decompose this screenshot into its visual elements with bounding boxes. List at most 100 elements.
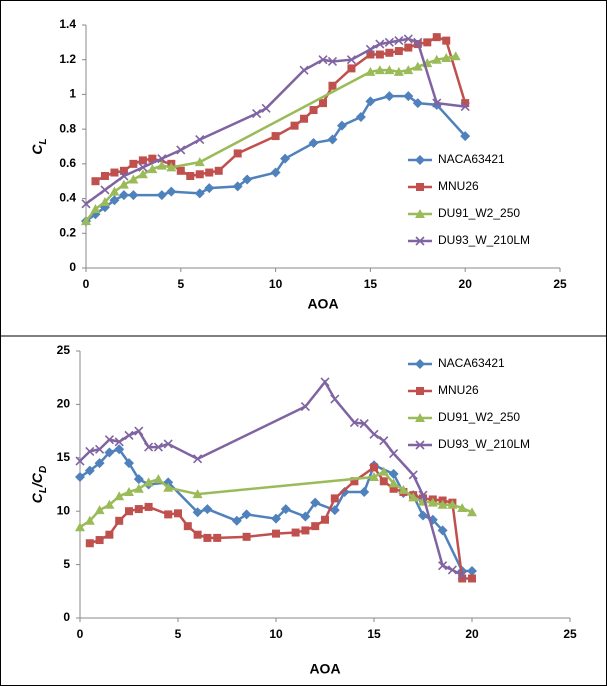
marker	[457, 502, 468, 512]
x-tick-label: 20	[465, 627, 479, 641]
marker	[95, 536, 104, 545]
legend-marker	[415, 413, 425, 422]
marker	[418, 490, 428, 500]
y-tick-label: 0.4	[59, 191, 76, 205]
marker	[75, 472, 85, 483]
marker	[437, 499, 448, 509]
legend-marker	[415, 440, 425, 450]
x-tick-label: 5	[175, 627, 182, 641]
marker	[408, 492, 419, 502]
marker	[369, 472, 379, 482]
marker	[176, 145, 186, 155]
marker	[214, 166, 223, 175]
marker	[100, 185, 110, 195]
marker	[114, 437, 124, 447]
marker	[467, 507, 477, 517]
marker	[301, 526, 310, 535]
marker	[389, 448, 399, 459]
marker	[110, 168, 119, 177]
marker	[261, 103, 271, 113]
marker	[192, 507, 203, 518]
x-tick-label: 0	[83, 277, 90, 291]
legend-label: MNU26	[438, 179, 479, 193]
marker	[164, 510, 173, 519]
marker	[163, 439, 173, 449]
marker	[460, 102, 470, 112]
marker	[156, 160, 167, 170]
marker	[271, 513, 281, 524]
marker	[138, 156, 147, 165]
marker	[412, 61, 423, 71]
y-axis-label: CL/CD	[29, 466, 49, 503]
marker	[94, 505, 105, 515]
marker	[309, 106, 318, 115]
marker	[437, 525, 448, 536]
marker	[105, 530, 114, 539]
marker	[109, 195, 120, 206]
marker	[153, 442, 163, 452]
marker	[124, 430, 134, 440]
x-tick-label: 15	[367, 627, 381, 641]
marker	[300, 401, 310, 412]
marker	[365, 96, 376, 107]
marker	[138, 162, 148, 172]
legend-marker	[416, 183, 424, 191]
y-tick-label: 0	[63, 610, 70, 624]
marker	[205, 168, 214, 177]
marker	[328, 81, 337, 90]
marker	[163, 482, 174, 492]
marker	[114, 491, 125, 501]
marker	[134, 505, 143, 514]
y-axis-label-part: L	[38, 138, 49, 144]
marker	[389, 484, 398, 493]
y-tick-label: 1	[69, 87, 76, 101]
marker	[118, 190, 129, 201]
marker	[403, 34, 413, 44]
marker	[213, 533, 222, 542]
marker	[468, 574, 476, 583]
marker	[349, 417, 359, 428]
marker	[166, 186, 177, 197]
marker	[365, 66, 376, 76]
marker	[99, 197, 110, 207]
marker	[385, 48, 394, 57]
marker	[408, 470, 418, 480]
legend-marker	[415, 236, 425, 246]
marker	[330, 494, 339, 503]
marker	[359, 419, 369, 429]
marker	[193, 454, 203, 464]
legend-label: NACA63421	[438, 356, 505, 370]
marker	[379, 477, 388, 486]
marker	[241, 509, 252, 520]
marker	[231, 515, 242, 526]
x-tick-label: 10	[269, 627, 283, 641]
marker	[109, 186, 120, 196]
marker	[193, 530, 202, 539]
y-tick-label: 1.2	[59, 52, 76, 66]
marker	[374, 65, 385, 75]
marker	[194, 157, 205, 167]
marker	[75, 456, 85, 466]
series-line	[79, 470, 473, 529]
y-axis-label-part: C	[29, 144, 45, 155]
marker	[404, 43, 413, 52]
marker	[242, 174, 253, 185]
marker	[450, 51, 461, 61]
marker	[355, 111, 366, 122]
marker	[128, 190, 139, 201]
marker	[427, 497, 438, 507]
marker	[330, 394, 340, 404]
marker	[134, 426, 144, 436]
x-axis-label: AOA	[307, 296, 338, 312]
marker	[194, 188, 205, 199]
legend-marker	[415, 359, 425, 369]
marker	[183, 522, 192, 531]
marker	[384, 37, 394, 47]
marker	[90, 203, 101, 213]
marker	[384, 91, 395, 102]
marker	[320, 377, 330, 387]
marker	[447, 565, 457, 575]
marker	[81, 199, 91, 209]
marker	[375, 39, 385, 49]
marker	[394, 47, 403, 56]
